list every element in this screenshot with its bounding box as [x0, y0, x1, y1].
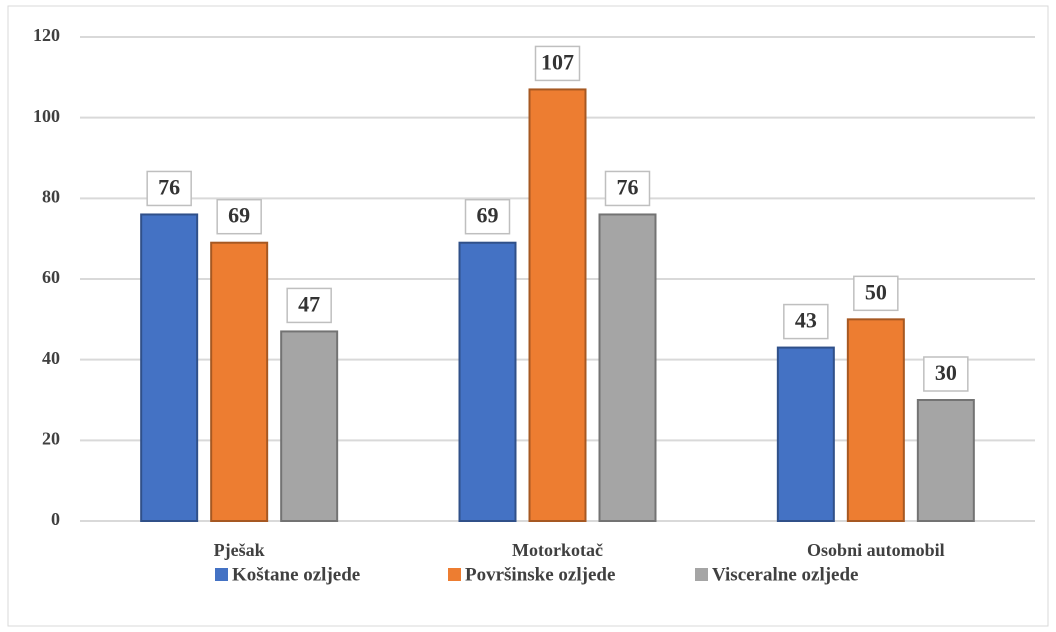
value-label: 43	[795, 308, 817, 333]
bar	[140, 213, 199, 522]
y-tick-label: 60	[42, 267, 60, 287]
x-tick-label: Motorkotač	[512, 540, 603, 560]
value-label: 69	[228, 203, 250, 228]
legend-label: Površinske ozljede	[465, 564, 615, 585]
bar	[280, 330, 339, 522]
bar	[458, 241, 517, 522]
value-label-box	[286, 287, 332, 324]
value-label-box	[216, 198, 262, 235]
value-label-box	[464, 198, 511, 235]
y-tick-label: 0	[51, 509, 60, 529]
legend-label: Koštane ozljede	[232, 564, 360, 585]
value-label-box	[604, 170, 651, 207]
legend-label: Visceralne ozljede	[712, 564, 859, 585]
bar	[846, 318, 905, 523]
value-label: 76	[158, 175, 180, 200]
value-label: 69	[477, 203, 499, 228]
legend-swatch	[695, 568, 708, 581]
value-label-box	[923, 356, 969, 392]
y-tick-label: 20	[42, 428, 60, 448]
bar	[528, 88, 587, 523]
value-label: 107	[541, 49, 574, 74]
value-label-box	[146, 170, 192, 207]
bar	[776, 346, 835, 523]
y-tick-label: 120	[33, 25, 60, 45]
bar	[916, 399, 975, 522]
value-label-box	[853, 275, 899, 312]
value-label: 30	[935, 360, 957, 385]
y-tick-label: 80	[42, 186, 60, 206]
value-label-box	[783, 303, 829, 340]
legend-swatch	[448, 568, 461, 581]
bar	[210, 241, 269, 522]
value-label-box	[534, 45, 581, 82]
y-tick-label: 100	[33, 106, 60, 126]
x-tick-label: Osobni automobil	[807, 540, 945, 560]
y-tick-label: 40	[42, 348, 60, 368]
x-tick-label: Pješak	[214, 540, 265, 560]
value-label: 76	[617, 175, 639, 200]
legend-swatch	[215, 568, 228, 581]
value-label: 50	[865, 279, 887, 304]
bar	[598, 213, 657, 522]
value-label: 47	[298, 291, 320, 316]
